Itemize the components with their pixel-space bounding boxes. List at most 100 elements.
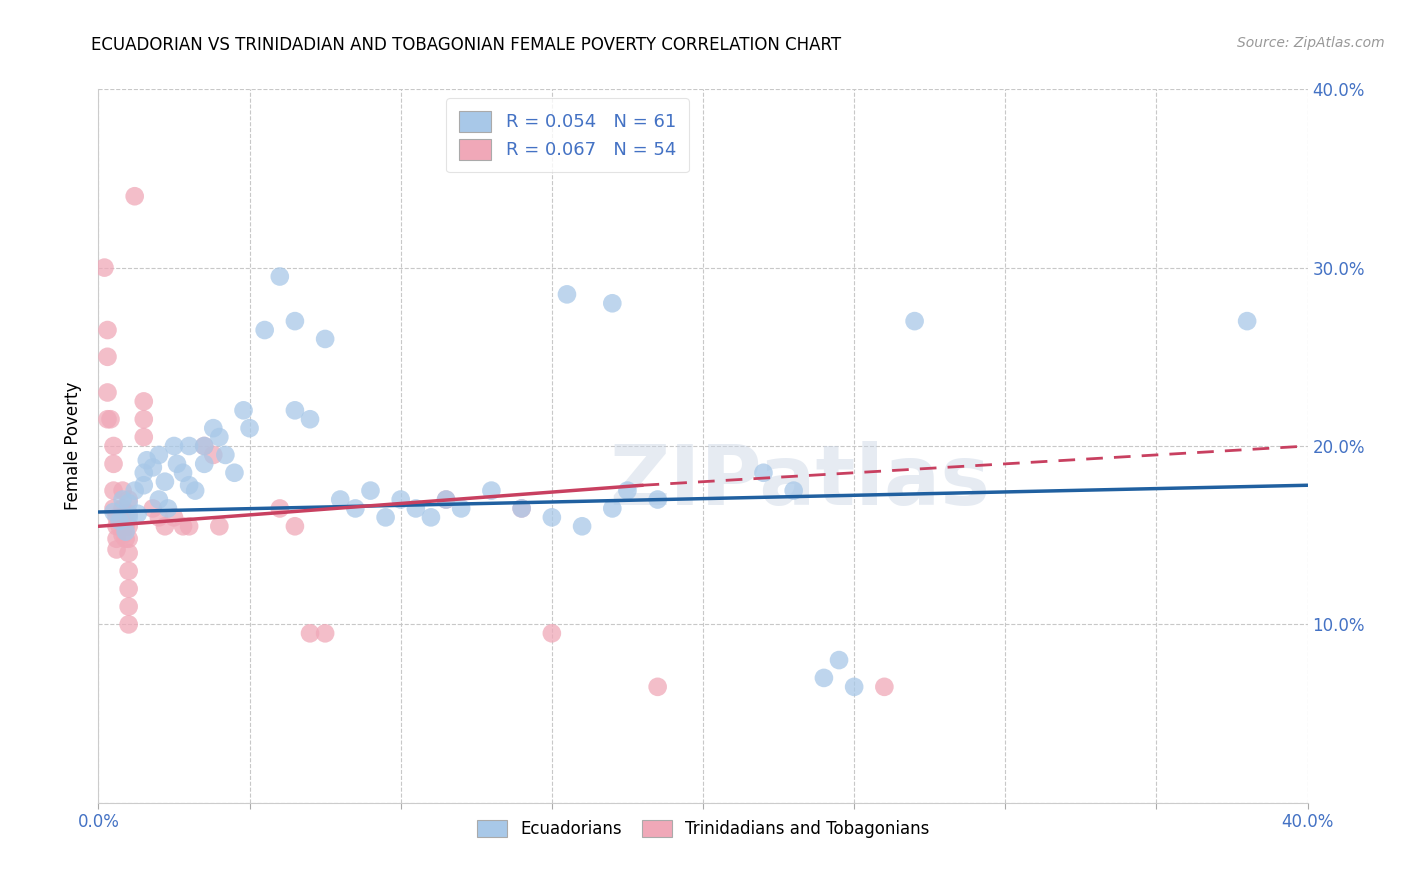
Point: [163, 439, 186, 453]
Point: [96, 323, 118, 337]
Point: [172, 466, 194, 480]
Point: [135, 453, 157, 467]
Point: [118, 599, 141, 614]
Text: Source: ZipAtlas.com: Source: ZipAtlas.com: [1237, 36, 1385, 50]
Point: [193, 439, 215, 453]
Point: [118, 507, 141, 521]
Point: [420, 510, 443, 524]
Point: [132, 394, 155, 409]
Point: [193, 457, 215, 471]
Point: [208, 430, 231, 444]
Point: [166, 457, 188, 471]
Point: [96, 350, 118, 364]
Point: [96, 412, 118, 426]
Point: [269, 269, 291, 284]
Point: [450, 501, 472, 516]
Point: [108, 510, 131, 524]
Point: [111, 528, 134, 542]
Point: [602, 501, 624, 516]
Point: [132, 430, 155, 444]
Point: [103, 505, 125, 519]
Point: [100, 412, 122, 426]
Legend: Ecuadorians, Trinidadians and Tobagonians: Ecuadorians, Trinidadians and Tobagonian…: [470, 813, 936, 845]
Point: [108, 519, 131, 533]
Point: [118, 519, 141, 533]
Point: [329, 492, 352, 507]
Point: [111, 492, 134, 507]
Point: [269, 501, 291, 516]
Point: [253, 323, 276, 337]
Point: [314, 332, 336, 346]
Point: [783, 483, 806, 498]
Point: [434, 492, 457, 507]
Point: [142, 460, 165, 475]
Point: [103, 483, 125, 498]
Point: [360, 483, 382, 498]
Point: [124, 483, 146, 498]
Point: [434, 492, 457, 507]
Point: [193, 439, 215, 453]
Point: [105, 510, 128, 524]
Point: [118, 546, 141, 560]
Point: [510, 501, 533, 516]
Point: [239, 421, 262, 435]
Point: [105, 519, 128, 533]
Point: [124, 189, 146, 203]
Point: [148, 492, 170, 507]
Point: [132, 412, 155, 426]
Point: [114, 519, 136, 533]
Point: [118, 582, 141, 596]
Point: [118, 492, 141, 507]
Point: [389, 492, 412, 507]
Point: [105, 532, 128, 546]
Point: [118, 564, 141, 578]
Point: [103, 439, 125, 453]
Point: [510, 501, 533, 516]
Point: [374, 510, 396, 524]
Point: [873, 680, 896, 694]
Point: [142, 501, 165, 516]
Point: [111, 514, 134, 528]
Point: [647, 680, 669, 694]
Point: [184, 483, 207, 498]
Point: [602, 296, 624, 310]
Point: [752, 466, 775, 480]
Point: [813, 671, 835, 685]
Point: [647, 492, 669, 507]
Point: [1236, 314, 1258, 328]
Point: [904, 314, 927, 328]
Point: [284, 519, 307, 533]
Point: [179, 478, 201, 492]
Point: [148, 510, 170, 524]
Text: ECUADORIAN VS TRINIDADIAN AND TOBAGONIAN FEMALE POVERTY CORRELATION CHART: ECUADORIAN VS TRINIDADIAN AND TOBAGONIAN…: [91, 36, 842, 54]
Point: [481, 483, 503, 498]
Point: [571, 519, 593, 533]
Point: [232, 403, 254, 417]
Point: [118, 617, 141, 632]
Point: [540, 626, 562, 640]
Point: [114, 524, 136, 539]
Point: [153, 519, 176, 533]
Point: [555, 287, 578, 301]
Point: [118, 496, 141, 510]
Point: [103, 501, 125, 516]
Y-axis label: Female Poverty: Female Poverty: [65, 382, 83, 510]
Point: [172, 519, 194, 533]
Point: [105, 542, 128, 557]
Point: [844, 680, 866, 694]
Point: [118, 532, 141, 546]
Point: [114, 507, 136, 521]
Point: [179, 519, 201, 533]
Text: ZIPatlas: ZIPatlas: [609, 442, 990, 522]
Point: [828, 653, 851, 667]
Point: [224, 466, 246, 480]
Point: [284, 314, 307, 328]
Point: [118, 510, 141, 524]
Point: [284, 403, 307, 417]
Point: [114, 532, 136, 546]
Point: [202, 448, 225, 462]
Point: [202, 421, 225, 435]
Point: [405, 501, 427, 516]
Point: [108, 514, 131, 528]
Point: [111, 501, 134, 516]
